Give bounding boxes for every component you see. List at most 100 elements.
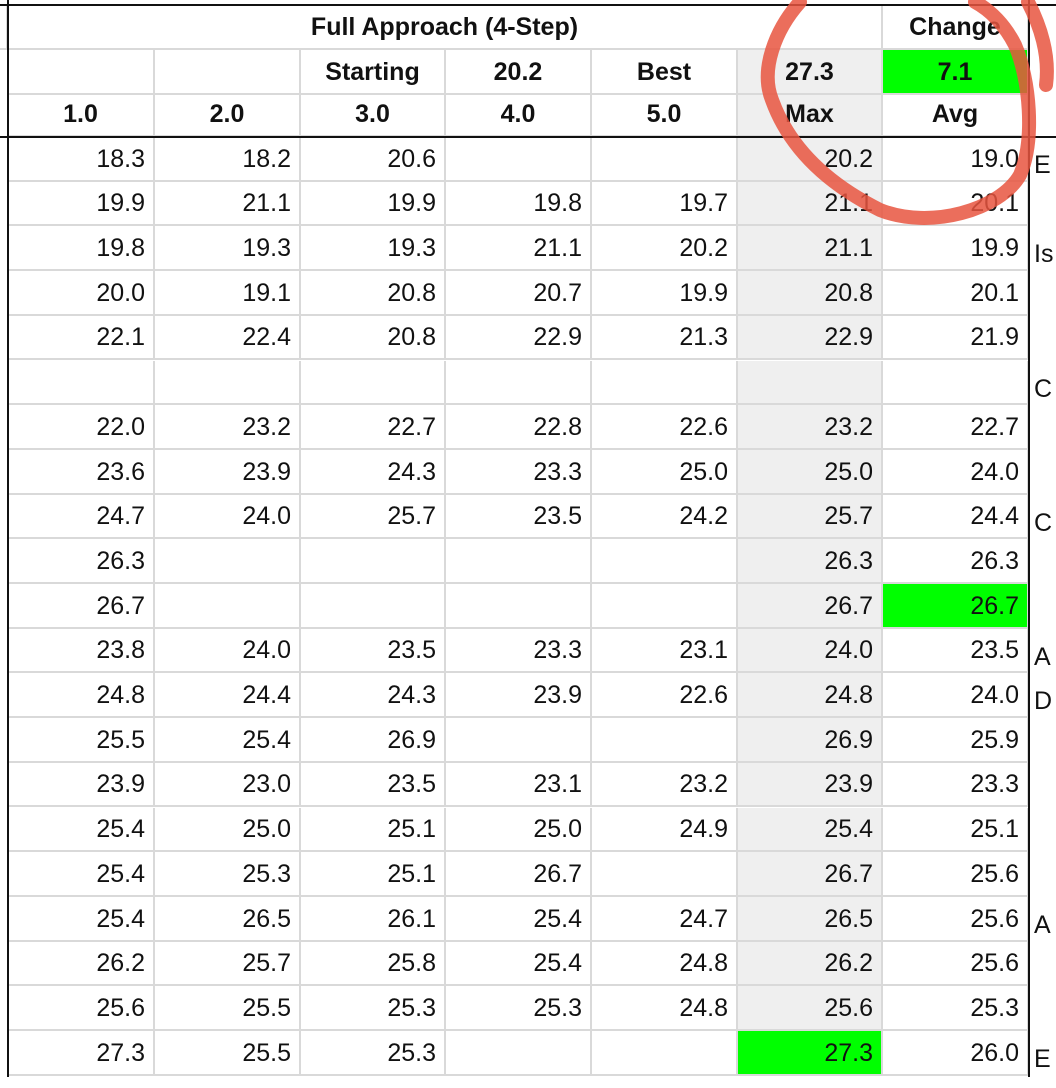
table-cell[interactable]: 25.5 (155, 986, 301, 1031)
table-cell[interactable]: 22.9 (446, 315, 592, 361)
table-cell[interactable]: 25.4 (8, 807, 155, 853)
table-cell[interactable] (155, 584, 301, 629)
header-cell-r3[interactable]: 2.0 (155, 95, 301, 137)
table-cell[interactable]: 24.0 (883, 449, 1029, 495)
table-cell[interactable]: 18.3 (8, 137, 155, 182)
table-cell[interactable]: 21.1 (155, 181, 301, 227)
table-cell[interactable]: 25.7 (738, 494, 883, 540)
table-cell[interactable]: 26.9 (301, 718, 446, 763)
table-cell[interactable]: 25.6 (883, 896, 1029, 942)
table-cell[interactable]: 22.9 (738, 315, 883, 361)
header-cell-r3[interactable]: 1.0 (8, 95, 155, 137)
table-cell[interactable]: 20.8 (301, 271, 446, 316)
table-cell[interactable]: 24.4 (883, 494, 1029, 540)
table-cell[interactable] (738, 360, 883, 406)
table-cell[interactable]: 21.1 (738, 226, 883, 272)
table-cell[interactable]: 25.0 (446, 807, 592, 853)
table-cell[interactable]: 19.3 (155, 226, 301, 272)
header-cell-r2[interactable]: 7.1 (883, 50, 1029, 95)
table-cell[interactable]: 27.3 (8, 1031, 155, 1076)
right-partial-cell[interactable] (1034, 539, 1056, 584)
right-partial-cell[interactable] (1034, 986, 1056, 1031)
right-partial-cell[interactable]: C (1034, 508, 1053, 537)
table-cell[interactable] (155, 539, 301, 584)
table-cell[interactable] (446, 137, 592, 182)
table-cell[interactable]: 25.0 (155, 807, 301, 853)
table-cell[interactable]: 26.7 (738, 584, 883, 629)
right-partial-cell[interactable]: D (1034, 687, 1053, 716)
table-cell[interactable]: 20.2 (592, 226, 738, 272)
header-cell-r2[interactable]: 20.2 (446, 50, 592, 95)
table-cell[interactable] (446, 584, 592, 629)
table-cell[interactable]: 21.3 (592, 315, 738, 361)
table-cell[interactable]: 26.3 (738, 539, 883, 584)
table-cell[interactable]: 26.7 (883, 584, 1029, 629)
table-cell[interactable]: 25.7 (155, 941, 301, 987)
table-cell[interactable]: 25.3 (301, 986, 446, 1031)
table-cell[interactable]: 23.2 (592, 762, 738, 808)
table-cell[interactable]: 25.6 (8, 986, 155, 1031)
table-cell[interactable]: 21.1 (446, 226, 592, 272)
table-cell[interactable]: 22.0 (8, 405, 155, 450)
table-cell[interactable]: 23.3 (883, 762, 1029, 808)
table-cell[interactable]: 23.0 (155, 762, 301, 808)
right-partial-cell[interactable] (1034, 763, 1056, 808)
right-partial-cell[interactable] (1034, 182, 1056, 227)
table-cell[interactable]: 19.9 (301, 181, 446, 227)
right-partial-cell[interactable]: A (1034, 910, 1051, 939)
table-cell[interactable]: 22.7 (883, 405, 1029, 450)
table-cell[interactable]: 20.1 (883, 271, 1029, 316)
header-cell-r2[interactable] (155, 50, 301, 95)
table-cell[interactable]: 22.7 (301, 405, 446, 450)
table-cell[interactable]: 23.5 (446, 494, 592, 540)
table-cell[interactable]: 24.8 (738, 673, 883, 719)
right-partial-cell[interactable]: A (1034, 642, 1051, 671)
table-cell[interactable]: 25.1 (883, 807, 1029, 853)
table-cell[interactable]: 24.0 (738, 628, 883, 674)
table-cell[interactable]: 25.1 (301, 807, 446, 853)
table-cell[interactable]: 23.9 (8, 762, 155, 808)
table-cell[interactable]: 25.3 (446, 986, 592, 1031)
table-cell[interactable]: 21.9 (883, 315, 1029, 361)
right-partial-cell[interactable] (1034, 316, 1056, 361)
right-partial-cell[interactable] (1034, 450, 1056, 495)
right-partial-cell[interactable] (1034, 584, 1056, 629)
table-cell[interactable]: 26.2 (738, 941, 883, 987)
table-cell[interactable]: 26.0 (883, 1031, 1029, 1076)
table-cell[interactable]: 19.9 (592, 271, 738, 316)
table-cell[interactable]: 24.0 (883, 673, 1029, 719)
table-cell[interactable]: 25.5 (8, 718, 155, 763)
header-cell-r3[interactable]: 4.0 (446, 95, 592, 137)
table-cell[interactable]: 23.3 (446, 449, 592, 495)
group-title-header[interactable]: Full Approach (4-Step) (8, 5, 883, 50)
table-cell[interactable]: 26.7 (446, 852, 592, 897)
right-partial-cell[interactable] (1034, 405, 1056, 450)
right-partial-cell[interactable]: Is (1034, 240, 1054, 269)
table-cell[interactable]: 23.6 (8, 449, 155, 495)
header-cell-r2[interactable]: Best (592, 50, 738, 95)
table-cell[interactable]: 19.8 (8, 226, 155, 272)
table-cell[interactable]: 25.4 (8, 896, 155, 942)
header-cell-r3[interactable]: 5.0 (592, 95, 738, 137)
table-cell[interactable]: 25.6 (883, 941, 1029, 987)
table-cell[interactable]: 26.7 (8, 584, 155, 629)
table-cell[interactable]: 20.2 (738, 137, 883, 182)
table-cell[interactable]: 21.1 (738, 181, 883, 227)
table-cell[interactable]: 24.3 (301, 673, 446, 719)
table-cell[interactable]: 25.4 (738, 807, 883, 853)
table-cell[interactable]: 20.8 (301, 315, 446, 361)
table-cell[interactable]: 20.7 (446, 271, 592, 316)
table-cell[interactable]: 23.1 (446, 762, 592, 808)
right-partial-cell[interactable]: E (1034, 1045, 1051, 1073)
table-cell[interactable]: 25.8 (301, 941, 446, 987)
table-cell[interactable]: 19.9 (8, 181, 155, 227)
table-cell[interactable] (446, 718, 592, 763)
table-cell[interactable]: 24.2 (592, 494, 738, 540)
table-cell[interactable]: 20.0 (8, 271, 155, 316)
table-cell[interactable]: 22.8 (446, 405, 592, 450)
table-cell[interactable]: 27.3 (738, 1031, 883, 1076)
table-cell[interactable]: 24.7 (8, 494, 155, 540)
table-cell[interactable] (592, 539, 738, 584)
table-cell[interactable]: 23.1 (592, 628, 738, 674)
table-cell[interactable] (8, 360, 155, 406)
